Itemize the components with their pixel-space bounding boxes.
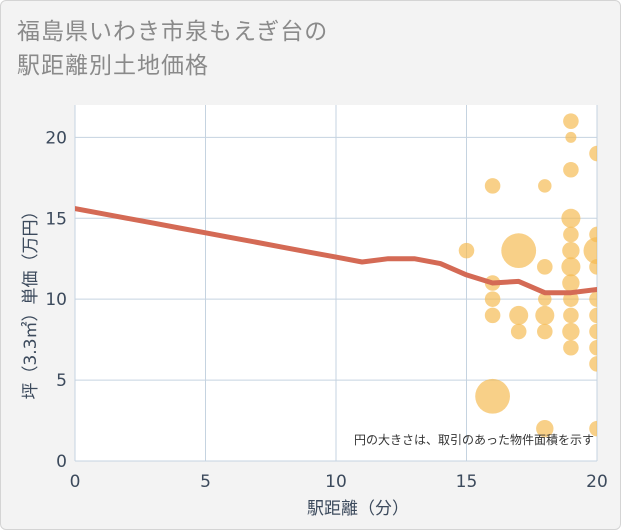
y-tick-label: 15: [45, 209, 67, 229]
trend-line: [75, 206, 597, 296]
grid-lines: [74, 105, 598, 462]
bubble-point: [563, 161, 579, 178]
bubble-point: [583, 237, 597, 265]
y-axis-label: 坪（3.3㎡）単価（万円）: [21, 202, 41, 399]
y-tick-label: 5: [56, 371, 67, 391]
chart-title: 福島県いわき市泉もえぎ台の 駅距離別土地価格: [17, 15, 328, 83]
bubble-point: [561, 257, 581, 277]
bubble-point: [589, 259, 597, 275]
bubble-point: [475, 378, 510, 414]
bubble-point: [509, 305, 529, 325]
bubble-point: [562, 241, 580, 260]
bubble-point: [536, 419, 554, 438]
x-tick-label: 10: [325, 472, 347, 492]
y-tick-label: 20: [45, 128, 67, 148]
bubble-point: [484, 178, 501, 194]
bubble-point: [458, 242, 475, 259]
bubble-point: [501, 233, 537, 269]
x-tick-label: 5: [200, 472, 211, 492]
bubble-point: [537, 323, 553, 340]
bubble-point: [589, 307, 597, 324]
bubble-point: [561, 208, 581, 228]
bubble-point: [563, 291, 579, 307]
x-tick-label: 0: [70, 472, 81, 492]
y-tick-label: 0: [56, 452, 67, 472]
x-axis-label: 駅距離（分）: [307, 499, 409, 519]
bubble-point: [510, 323, 527, 340]
bubble-point: [589, 339, 597, 356]
y-tick-label: 10: [45, 290, 67, 310]
bubble-point: [589, 356, 597, 372]
bubble-size-note: 円の大きさは、取引のあった物件面積を示す: [354, 432, 594, 447]
bubble-point: [589, 145, 597, 162]
bubble-point: [484, 291, 501, 307]
bubble-point: [563, 113, 579, 129]
bubble-point: [563, 339, 579, 356]
x-tick-label: 15: [456, 472, 478, 492]
bubble-series: [458, 113, 597, 438]
bubble-point: [538, 179, 552, 193]
bubble-point: [563, 307, 579, 324]
bubble-point: [538, 292, 552, 306]
bubble-point: [589, 420, 597, 437]
bubble-point: [565, 131, 577, 143]
x-tick-label: 20: [586, 472, 608, 492]
axis-ticks: 0 5 10 15 20 0 5 10 15 20: [45, 128, 607, 492]
bubble-point: [589, 291, 597, 307]
bubble-point: [563, 226, 579, 243]
chart-title-line-2: 駅距離別土地価格: [17, 53, 209, 79]
bubble-point: [589, 323, 597, 340]
chart-title-line-1: 福島県いわき市泉もえぎ台の: [17, 19, 329, 45]
bubble-point: [535, 305, 555, 325]
bubble-point: [562, 274, 580, 292]
bubble-point: [484, 307, 501, 324]
bubble-point: [562, 322, 580, 341]
bubble-point: [537, 259, 553, 275]
